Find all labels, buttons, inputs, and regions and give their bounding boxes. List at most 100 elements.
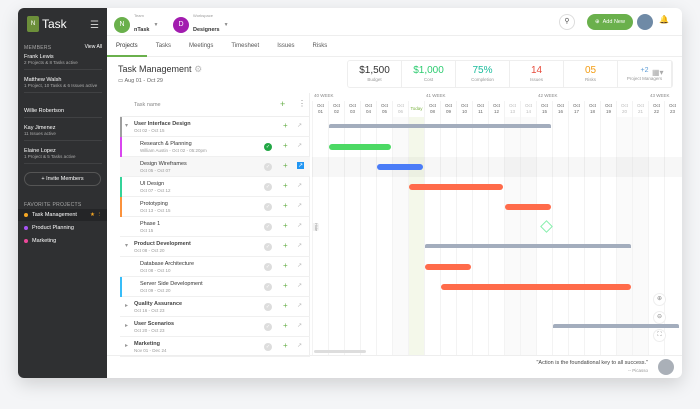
- member-name: Frank Lewis: [24, 54, 54, 60]
- view-all-link[interactable]: View All: [84, 44, 102, 50]
- add-new-button[interactable]: ⊕ Add New: [587, 14, 633, 30]
- invite-members-button[interactable]: + Invite Members: [24, 172, 101, 186]
- complete-check-icon[interactable]: ✓: [264, 243, 272, 251]
- favorite-project[interactable]: Product Planning: [18, 222, 107, 234]
- zoom-out-icon[interactable]: ⊖: [653, 311, 666, 324]
- open-task-icon[interactable]: ↗: [297, 143, 303, 149]
- table-row[interactable]: ▸ Marketing Nov 01 - Dec 24 ✓ + ↗: [120, 337, 310, 357]
- complete-check-icon[interactable]: ✓: [264, 323, 272, 331]
- complete-check-icon[interactable]: ✓: [264, 303, 272, 311]
- open-task-icon[interactable]: ↗: [297, 263, 303, 269]
- complete-check-icon[interactable]: ✓: [264, 343, 272, 351]
- add-subtask-icon[interactable]: +: [283, 281, 288, 290]
- table-row[interactable]: Design Wireframes Oct 05 - Oct 07 ✓ + ↗: [120, 157, 310, 177]
- member-item[interactable]: Matthew Walsh 1 Project, 10 Tasks & 6 Iss…: [24, 77, 102, 93]
- table-row[interactable]: Database Architecture Oct 08 - Oct 10 ✓ + ↗: [120, 257, 310, 277]
- add-subtask-icon[interactable]: +: [283, 301, 288, 310]
- table-row[interactable]: Prototyping Oct 13 - Oct 15 ✓ + ↗: [120, 197, 310, 217]
- complete-check-icon[interactable]: ✓: [264, 263, 272, 271]
- hide-panel-toggle[interactable]: Hide: [312, 223, 319, 232]
- task-bar[interactable]: [441, 284, 631, 290]
- summary-bar[interactable]: [425, 244, 631, 248]
- open-task-icon[interactable]: ↗: [297, 162, 305, 169]
- tab-meetings[interactable]: Meetings: [189, 43, 214, 49]
- complete-check-icon[interactable]: ✓: [264, 163, 272, 171]
- tab-issues[interactable]: Issues: [277, 43, 295, 49]
- open-task-icon[interactable]: ↗: [297, 183, 303, 189]
- table-row[interactable]: ▸ Quality Assurance Oct 16 - Oct 23 ✓ + ↗: [120, 297, 310, 317]
- complete-check-icon[interactable]: ✓: [264, 283, 272, 291]
- calendar-icon: ▭: [118, 78, 124, 84]
- task-bar[interactable]: [425, 264, 471, 270]
- task-bar[interactable]: [409, 184, 503, 190]
- table-row[interactable]: ▾ Product Development Oct 08 - Oct 20 ✓ + ↗: [120, 237, 310, 257]
- open-task-icon[interactable]: ↗: [297, 303, 303, 309]
- fit-screen-icon[interactable]: ⛶: [653, 329, 666, 342]
- chat-icon[interactable]: [658, 359, 674, 375]
- gear-icon[interactable]: ⚙: [194, 64, 203, 74]
- table-row[interactable]: Research & Planning William Austin - Oct …: [120, 137, 310, 157]
- zoom-in-icon[interactable]: ⊕: [653, 293, 666, 306]
- add-subtask-icon[interactable]: +: [283, 181, 288, 190]
- member-item[interactable]: Willie Robertson: [24, 108, 102, 118]
- summary-bar[interactable]: [329, 124, 551, 128]
- table-row[interactable]: Phase 1 Oct 15 ✓ + ↗: [120, 217, 310, 237]
- open-task-icon[interactable]: ↗: [297, 343, 303, 349]
- add-subtask-icon[interactable]: +: [283, 141, 288, 150]
- tab-timesheet[interactable]: Timesheet: [231, 43, 260, 49]
- complete-check-icon[interactable]: ✓: [264, 143, 272, 151]
- user-avatar[interactable]: [637, 14, 653, 30]
- member-item[interactable]: Elaine Lopez 1 Project & 5 Tasks active: [24, 148, 102, 164]
- team-selector[interactable]: N Team nTask ▼: [114, 13, 158, 36]
- page-title: Task Management: [118, 64, 192, 74]
- open-task-icon[interactable]: ↗: [297, 323, 303, 329]
- expand-chevron-icon[interactable]: ▸: [125, 323, 129, 329]
- complete-check-icon[interactable]: ✓: [264, 203, 272, 211]
- workspace-selector[interactable]: D Workspace Designers ▼: [173, 13, 229, 36]
- add-new-label: Add New: [602, 19, 625, 25]
- add-subtask-icon[interactable]: +: [283, 261, 288, 270]
- open-task-icon[interactable]: ↗: [297, 203, 303, 209]
- add-subtask-icon[interactable]: +: [283, 341, 288, 350]
- complete-check-icon[interactable]: ✓: [264, 223, 272, 231]
- task-bar[interactable]: [377, 164, 423, 170]
- search-icon[interactable]: ⚲: [559, 14, 575, 30]
- layout-toggle-icon[interactable]: ▦▾: [652, 68, 664, 77]
- table-row[interactable]: UI Design Oct 07 - Oct 12 ✓ + ↗: [120, 177, 310, 197]
- bell-icon[interactable]: 🔔: [659, 15, 669, 24]
- table-row[interactable]: Server Side Development Oct 09 - Oct 20 ✓ +…: [120, 277, 310, 297]
- tab-projects[interactable]: Projects: [107, 36, 147, 57]
- add-subtask-icon[interactable]: +: [283, 161, 288, 170]
- task-bar[interactable]: [329, 144, 391, 150]
- more-vertical-icon[interactable]: ⋮: [298, 99, 306, 108]
- favorite-project[interactable]: Marketing: [18, 235, 107, 247]
- table-row[interactable]: ▾ User Interface Design Oct 02 - Oct 15 + ↗: [120, 117, 310, 137]
- add-subtask-icon[interactable]: +: [283, 321, 288, 330]
- add-subtask-icon[interactable]: +: [283, 241, 288, 250]
- open-task-icon[interactable]: ↗: [297, 223, 303, 229]
- add-subtask-icon[interactable]: +: [283, 201, 288, 210]
- tab-risks[interactable]: Risks: [312, 43, 328, 49]
- star-icon[interactable]: ★ ⋮: [90, 212, 102, 218]
- expand-chevron-icon[interactable]: ▸: [125, 303, 129, 309]
- horizontal-scrollbar[interactable]: [314, 350, 366, 353]
- complete-check-icon[interactable]: ✓: [264, 183, 272, 191]
- summary-bar[interactable]: [553, 324, 679, 328]
- add-subtask-icon[interactable]: +: [283, 221, 288, 230]
- table-row[interactable]: ▸ User Scenarios Oct 20 - Oct 23 ✓ + ↗: [120, 317, 310, 337]
- add-subtask-icon[interactable]: +: [283, 121, 288, 130]
- row-color-bar: [120, 277, 122, 297]
- open-task-icon[interactable]: ↗: [297, 283, 303, 289]
- expand-chevron-icon[interactable]: ▾: [125, 123, 129, 129]
- open-task-icon[interactable]: ↗: [297, 243, 303, 249]
- tab-tasks[interactable]: Tasks: [155, 43, 172, 49]
- add-task-icon[interactable]: +: [280, 99, 286, 109]
- favorite-project[interactable]: Task Management ★ ⋮: [18, 209, 107, 221]
- open-task-icon[interactable]: ↗: [297, 123, 303, 129]
- hamburger-menu-icon[interactable]: ☰: [90, 20, 99, 31]
- task-bar[interactable]: [505, 204, 551, 210]
- expand-chevron-icon[interactable]: ▾: [125, 243, 129, 249]
- member-item[interactable]: Frank Lewis 2 Projects & 8 Tasks active: [24, 54, 102, 70]
- expand-chevron-icon[interactable]: ▸: [125, 343, 129, 349]
- member-item[interactable]: Kay Jimenez 11 Issues active: [24, 125, 102, 141]
